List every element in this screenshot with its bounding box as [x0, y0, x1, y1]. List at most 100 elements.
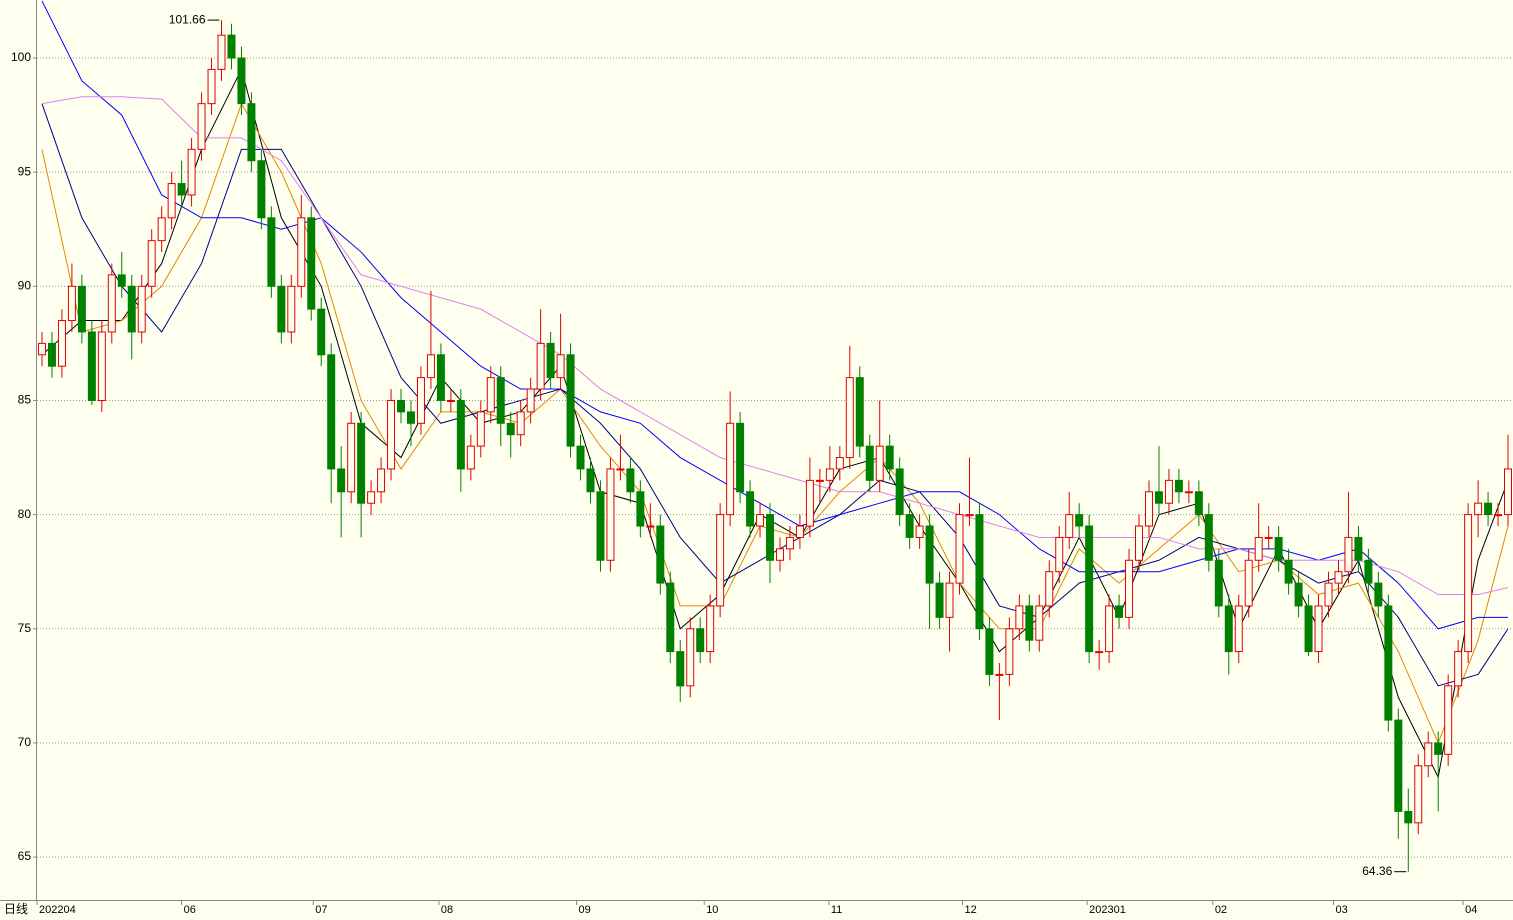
y-tick-label: 65	[18, 849, 32, 863]
y-tick-label: 85	[18, 393, 32, 407]
candle-body	[616, 468, 625, 471]
y-tick-label: 90	[18, 278, 32, 292]
candle-body	[995, 673, 1004, 676]
candle-body	[1264, 536, 1273, 539]
period-label: 日线	[4, 902, 28, 916]
candle-body	[327, 354, 336, 470]
candle-body	[775, 548, 784, 561]
candle-body	[167, 183, 176, 219]
candle-body	[945, 582, 954, 618]
candle-body	[696, 628, 705, 653]
candle-body	[1144, 491, 1153, 527]
candle-body	[556, 354, 565, 379]
candle-body	[387, 399, 396, 470]
candle-body	[486, 377, 495, 413]
candle-body	[516, 411, 525, 436]
candle-body	[1414, 765, 1423, 824]
candle-body	[875, 445, 884, 481]
candle-body	[117, 274, 126, 287]
candle-body	[935, 582, 944, 618]
candle-body	[1434, 742, 1443, 755]
candle-body	[676, 651, 685, 687]
candle-body	[1045, 571, 1054, 607]
candle-body	[975, 514, 984, 630]
candle-body	[1075, 514, 1084, 527]
candle-body	[1115, 605, 1124, 618]
candle-body	[1494, 514, 1503, 517]
candle-body	[1404, 810, 1413, 824]
moving-average-line	[41, 102, 1509, 745]
candle-body	[626, 468, 635, 493]
candle-body	[566, 354, 575, 447]
candle-body	[766, 514, 775, 561]
candle-body	[965, 514, 974, 517]
candle-body	[1504, 468, 1513, 516]
candle-body	[726, 422, 735, 516]
candle-body	[207, 68, 216, 105]
candle-body	[905, 514, 914, 538]
candle-body	[347, 422, 356, 493]
candle-body	[307, 217, 316, 310]
candle-body	[815, 479, 824, 482]
candle-body	[297, 217, 306, 287]
candle-body	[746, 491, 755, 527]
candle-body	[67, 285, 76, 322]
candle-body	[426, 354, 435, 379]
candle-body	[506, 422, 515, 436]
candle-body	[716, 514, 725, 607]
candle-body	[1055, 536, 1064, 573]
candle-body	[686, 628, 695, 687]
candle-body	[337, 468, 346, 493]
candle-body	[57, 320, 66, 367]
candle-body	[1135, 525, 1144, 561]
min-label: 64.36	[1362, 864, 1392, 878]
candle-body	[825, 468, 834, 481]
candle-body	[576, 445, 585, 470]
x-tick-label: 10	[706, 904, 718, 916]
y-tick-label: 100	[11, 50, 31, 64]
candle-body	[87, 331, 96, 401]
candle-body	[1424, 742, 1433, 767]
candle-body	[1334, 571, 1343, 584]
candle-body	[1174, 479, 1183, 493]
candle-body	[1474, 502, 1483, 516]
candle-body	[127, 285, 136, 333]
candle-body	[586, 468, 595, 493]
candle-body	[1125, 559, 1134, 618]
candle-body	[526, 388, 535, 413]
candle-body	[835, 457, 844, 470]
candle-body	[397, 399, 406, 413]
candle-body	[187, 148, 196, 196]
candle-body	[1164, 479, 1173, 504]
candle-body	[646, 525, 655, 528]
candle-body	[1095, 651, 1104, 654]
candle-body	[466, 445, 475, 470]
candle-body	[606, 468, 615, 561]
max-label: 101.66	[169, 12, 206, 26]
candle-body	[257, 160, 266, 219]
candle-body	[47, 342, 56, 367]
candle-body	[855, 377, 864, 447]
x-tick-label: 04	[1465, 904, 1477, 916]
candle-body	[1294, 582, 1303, 607]
candle-body	[845, 377, 854, 459]
candle-body	[1005, 628, 1014, 675]
candle-body	[925, 525, 934, 584]
candle-body	[1394, 719, 1403, 812]
candle-body	[267, 217, 276, 287]
candle-body	[1244, 559, 1253, 607]
x-tick-label: 12	[964, 904, 976, 916]
candle-body	[785, 536, 794, 550]
candle-body	[1464, 514, 1473, 653]
candle-body	[1284, 559, 1293, 584]
candle-body	[1194, 491, 1203, 516]
candle-body	[1354, 536, 1363, 561]
candle-body	[37, 342, 46, 356]
candle-body	[456, 399, 465, 470]
candle-body	[107, 274, 116, 333]
candle-body	[1374, 582, 1383, 607]
candle-body	[885, 445, 894, 470]
candle-body	[406, 411, 415, 424]
candle-body	[1184, 491, 1193, 494]
